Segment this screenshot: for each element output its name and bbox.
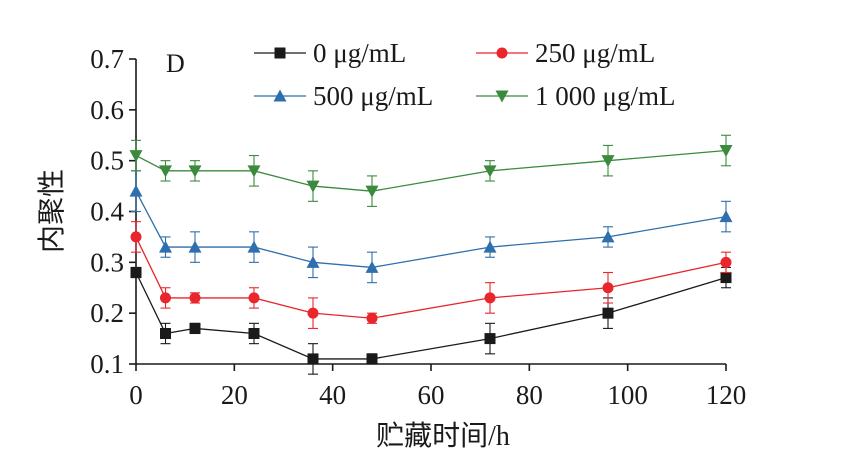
data-point (366, 312, 378, 324)
data-point (306, 180, 320, 193)
x-tick-label: 120 (706, 380, 747, 410)
data-point (129, 184, 143, 197)
x-tick-label: 100 (607, 380, 648, 410)
data-point (159, 165, 172, 178)
data-point (602, 307, 614, 319)
y-tick-label: 0.4 (90, 197, 124, 227)
legend-item: 250 μg/mL (476, 38, 655, 68)
data-point (601, 230, 615, 243)
data-point (365, 185, 379, 198)
legend-item: 0 μg/mL (254, 38, 406, 68)
data-point (189, 292, 201, 304)
data-point (189, 322, 201, 334)
data-point (130, 267, 142, 278)
legend-item: 1 000 μg/mL (476, 81, 675, 111)
y-axis-ticks: 0.1 0.2 0.3 0.4 0.5 0.6 0.7 (90, 44, 136, 379)
legend-marker (495, 90, 509, 103)
data-point (188, 240, 202, 253)
legend-label: 1 000 μg/mL (535, 81, 675, 111)
data-point (483, 165, 497, 178)
series-line (135, 272, 727, 360)
y-tick-label: 0.3 (90, 247, 124, 277)
legend: 0 μg/mL 250 μg/mL 500 μg/mL 1 000 μg/mL (254, 38, 675, 111)
y-tick-label: 0.7 (90, 44, 124, 74)
legend-label: 500 μg/mL (313, 81, 433, 111)
data-point (160, 328, 171, 339)
data-point (247, 240, 261, 253)
legend-marker (274, 47, 286, 59)
x-axis-title: 贮藏时间/h (376, 420, 510, 452)
x-tick-label: 40 (319, 380, 346, 410)
legend-label: 0 μg/mL (313, 38, 406, 68)
legend-marker (273, 89, 287, 102)
data-point (159, 240, 172, 253)
data-point (248, 328, 260, 339)
data-point (719, 145, 733, 157)
data-point (719, 210, 733, 223)
legend-label: 250 μg/mL (535, 38, 655, 68)
y-axis-title: 内聚性 (36, 169, 68, 253)
data-point (160, 292, 171, 304)
x-tick-label: 60 (418, 380, 445, 410)
series-3 (129, 170, 733, 284)
data-point (366, 353, 378, 365)
data-point (248, 292, 260, 304)
x-tick-label: 20 (221, 380, 248, 410)
panel-label: D (166, 49, 185, 78)
data-point (129, 150, 143, 163)
y-tick-label: 0.2 (90, 298, 124, 328)
legend-marker (496, 47, 508, 59)
series-line (135, 236, 727, 319)
data-point (307, 353, 319, 365)
data-point (483, 240, 497, 253)
series-4 (129, 134, 733, 207)
y-tick-label: 0.6 (90, 95, 124, 125)
data-point (130, 231, 142, 243)
series-1 (130, 266, 732, 375)
data-point (306, 255, 320, 268)
data-point (188, 165, 202, 178)
data-point (484, 292, 496, 304)
series-2 (130, 221, 732, 329)
data-point (365, 260, 379, 273)
y-tick-label: 0.5 (90, 146, 124, 176)
data-point (484, 333, 496, 345)
data-point (307, 307, 319, 319)
data-point (247, 165, 261, 178)
data-point (720, 272, 732, 284)
series-line (135, 149, 727, 192)
legend-item: 500 μg/mL (254, 81, 433, 111)
x-axis-ticks: 0 20 40 60 80 100 120 (129, 364, 746, 410)
series-line (135, 190, 727, 269)
data-point (720, 256, 732, 268)
series-layer (129, 134, 733, 375)
data-point (601, 155, 615, 168)
x-tick-label: 0 (129, 380, 143, 410)
x-tick-label: 80 (516, 380, 543, 410)
data-point (602, 282, 614, 294)
y-tick-label: 0.1 (90, 349, 124, 379)
